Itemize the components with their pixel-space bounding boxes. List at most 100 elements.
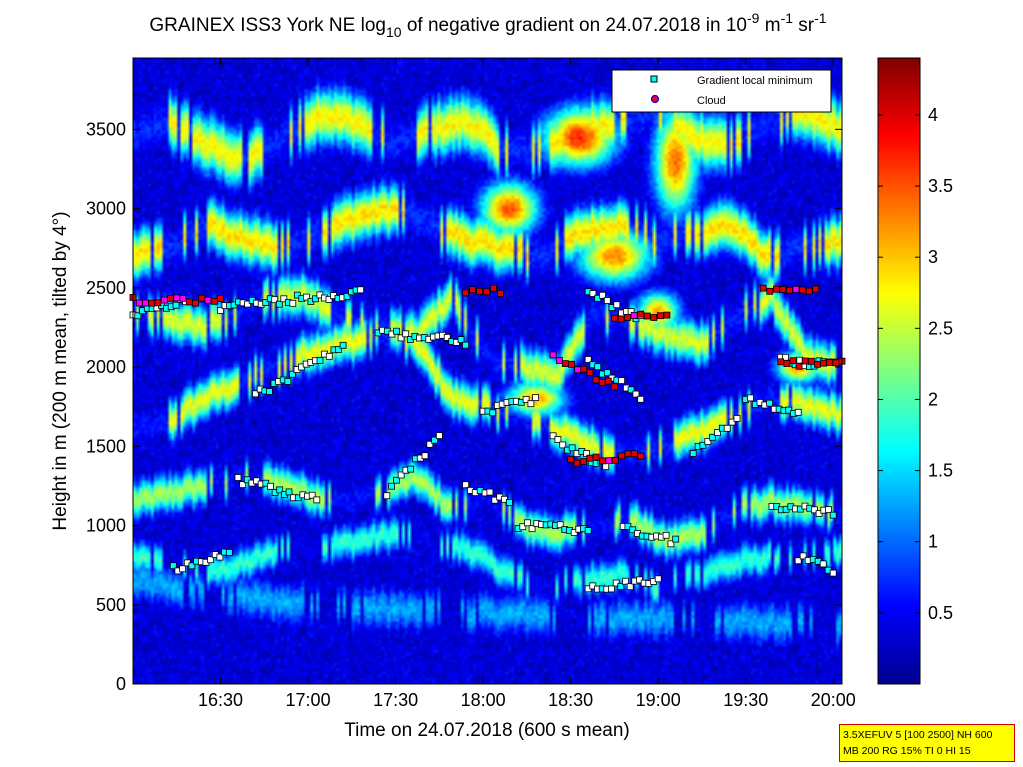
minimum-track-13-point (443, 333, 451, 341)
x-tick-label: 18:30 (548, 690, 593, 710)
minimum-track-7-point (603, 369, 611, 377)
minimum-track-14-point (265, 388, 273, 395)
x-tick-label: 17:00 (286, 690, 331, 710)
cloud-track-5-point (801, 357, 809, 365)
cloud-track-1-point (185, 298, 193, 306)
x-axis: 16:30 17:00 17:30 18:00 18:30 19:00 19:30 20:00 (198, 58, 856, 710)
cloud-track-4-point (580, 458, 587, 465)
minimum-track-9-point (733, 415, 741, 422)
x-tick-label: 18:00 (461, 690, 506, 710)
y-tick-label: 2500 (86, 278, 126, 298)
cloud-track-7-point (643, 312, 651, 320)
cloud-track-3-point (592, 376, 600, 384)
minimum-track-14-point (339, 341, 347, 349)
minimum-track-9-point (723, 424, 731, 432)
minimum-track-19-point (799, 552, 807, 560)
colorbar-tick-label: 1.5 (928, 461, 953, 481)
legend-label-gradient-minimum: Gradient local minimum (697, 75, 813, 87)
minimum-track-19-point (794, 557, 802, 565)
cloud-track-3-point (580, 365, 588, 373)
minimum-track-14-point (335, 346, 342, 353)
cloud-track-7-point (630, 312, 638, 319)
cloud-track-7-point (611, 314, 618, 322)
cloud-track-6-point (799, 286, 806, 294)
colorbar: 0.5 1 1.5 2 2.5 3 3.5 4 (877, 57, 953, 685)
colorbar-ticks: 0.5 1 1.5 2 2.5 3 3.5 4 (878, 105, 953, 623)
minimum-track-3-point (431, 436, 439, 444)
colorbar-tick-label: 1 (928, 532, 938, 552)
minimum-track-9-point (709, 433, 716, 441)
cloud-track-1-point (198, 294, 206, 302)
minimum-track-9-point (699, 441, 707, 449)
minimum-track-1-point (207, 556, 215, 564)
cloud-track-1-point (217, 295, 224, 302)
minimum-track-5-point (522, 395, 530, 403)
cloud-track-5-point (808, 357, 815, 365)
y-tick-label: 2000 (86, 357, 126, 377)
parameter-line-1: 3.5XEFUV 5 [100 2500] NH 600 (843, 729, 993, 741)
cloud-track-5-point (814, 360, 821, 368)
minimum-track-12-point (343, 292, 351, 300)
chart-title: GRAINEX ISS3 York NE log10 of negative g… (149, 10, 826, 40)
minimum-track-11-point (829, 511, 837, 519)
cloud-track-3-point (549, 351, 557, 359)
minimum-track-17-point (524, 519, 531, 527)
cloud-track-2-point (476, 287, 484, 295)
minimum-track-4-point (462, 481, 470, 489)
minimum-track-7-point (637, 395, 645, 403)
minimum-track-6-point (549, 432, 557, 440)
legend-marker-cloud (650, 94, 660, 104)
minimum-track-18-point (626, 583, 634, 591)
minimum-track-12-point (325, 295, 333, 303)
minimum-track-17-point (556, 521, 564, 529)
minimum-track-8-point (672, 535, 680, 543)
cloud-track-6-point (805, 287, 813, 295)
minimum-track-5-point (532, 394, 539, 402)
cloud-track-6-point (773, 285, 780, 293)
minimum-track-18-point (608, 585, 615, 593)
minimum-track-17-point (519, 523, 527, 531)
minimum-track-12-point (275, 300, 283, 308)
cloud-track-1-point (160, 296, 168, 304)
x-tick-label: 17:30 (373, 690, 418, 710)
minimum-track-10-point (766, 399, 773, 407)
heatmap-image (133, 58, 842, 684)
minimum-track-14-point (288, 370, 296, 378)
cloud-track-2-point (483, 288, 491, 296)
minimum-track-10-point (747, 394, 754, 402)
plot-frame (132, 57, 843, 685)
y-tick-label: 3500 (86, 119, 126, 139)
minimum-track-7-point (632, 390, 640, 398)
minimum-track-3-point (407, 465, 415, 473)
y-tick-label: 1500 (86, 436, 126, 456)
x-tick-label: 16:30 (198, 690, 243, 710)
minimum-track-6-point (568, 444, 576, 452)
x-tick-label: 19:00 (636, 690, 681, 710)
minimum-track-2-point (313, 496, 321, 504)
minimum-track-7-point (618, 377, 625, 385)
cloud-track-6-point (759, 284, 767, 292)
minimum-track-7-point (584, 356, 592, 363)
minimum-track-3-point (388, 482, 396, 490)
minimum-track-3-point (397, 471, 405, 479)
minimum-track-9-point (704, 438, 712, 445)
cloud-track-5-point (832, 359, 840, 367)
minimum-track-15-point (589, 290, 597, 297)
cloud-track-4-point (567, 455, 575, 463)
parameter-box: 3.5XEFUV 5 [100 2500] NH 600 MB 200 RG 1… (839, 724, 1015, 762)
cloud-track-5-point (820, 359, 827, 367)
cloud-track-7-point (637, 310, 645, 318)
cloud-track-5-point (826, 358, 834, 366)
cloud-track-5-point (789, 357, 797, 365)
minimum-track-3-point (392, 476, 400, 484)
parameter-line-2: MB 200 RG 15% TI 0 HI 15 (843, 745, 971, 757)
marker-layer (129, 284, 846, 593)
minimum-track-14-point (252, 390, 259, 398)
minimum-track-19-point (819, 560, 827, 568)
minimum-track-4-point (505, 499, 513, 506)
legend-marker-gradient-minimum (650, 75, 658, 83)
minimum-track-12-point (271, 296, 279, 304)
cloud-track-6-point (786, 286, 793, 294)
cloud-track-7-point (657, 312, 664, 320)
